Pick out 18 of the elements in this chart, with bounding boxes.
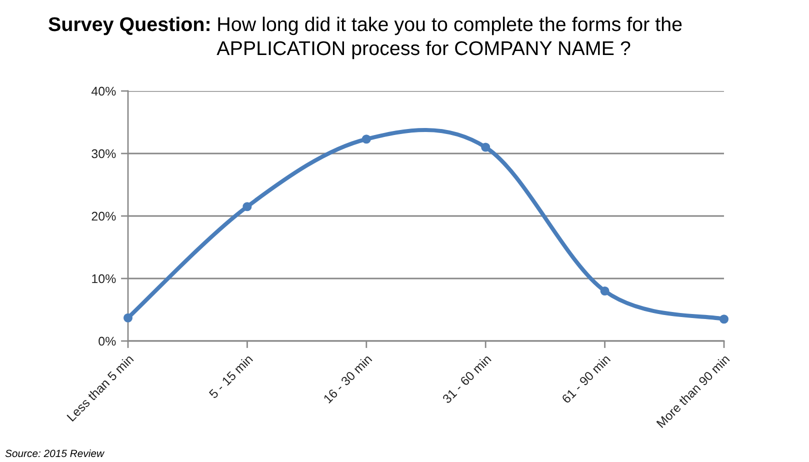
point [362, 134, 371, 144]
point [600, 286, 610, 296]
point [242, 202, 252, 212]
y-tick-label: 40% [91, 86, 116, 96]
x-tick-label: 31 - 60 min [442, 354, 492, 404]
x-tick-label: 61 - 90 min [561, 354, 611, 404]
y-tick-label: 10% [92, 274, 116, 284]
chart-subtitle: How long did it take you to complete the forms for the APPLICATION process for COMPANY NAME ? [216, 16, 682, 60]
y-tick-label: 30% [92, 149, 116, 158]
point [719, 314, 729, 324]
point [123, 313, 133, 322]
x-tick-label: 5 - 15 min [208, 354, 254, 399]
y-tick-label: 20% [92, 212, 116, 221]
y-tick-label: 0% [98, 336, 116, 346]
x-tick-label: 16 - 30 min [322, 354, 372, 404]
source-note: Source: 2015 Review [5, 449, 105, 458]
point [481, 142, 490, 152]
chart-title: Survey Question: [48, 16, 210, 36]
